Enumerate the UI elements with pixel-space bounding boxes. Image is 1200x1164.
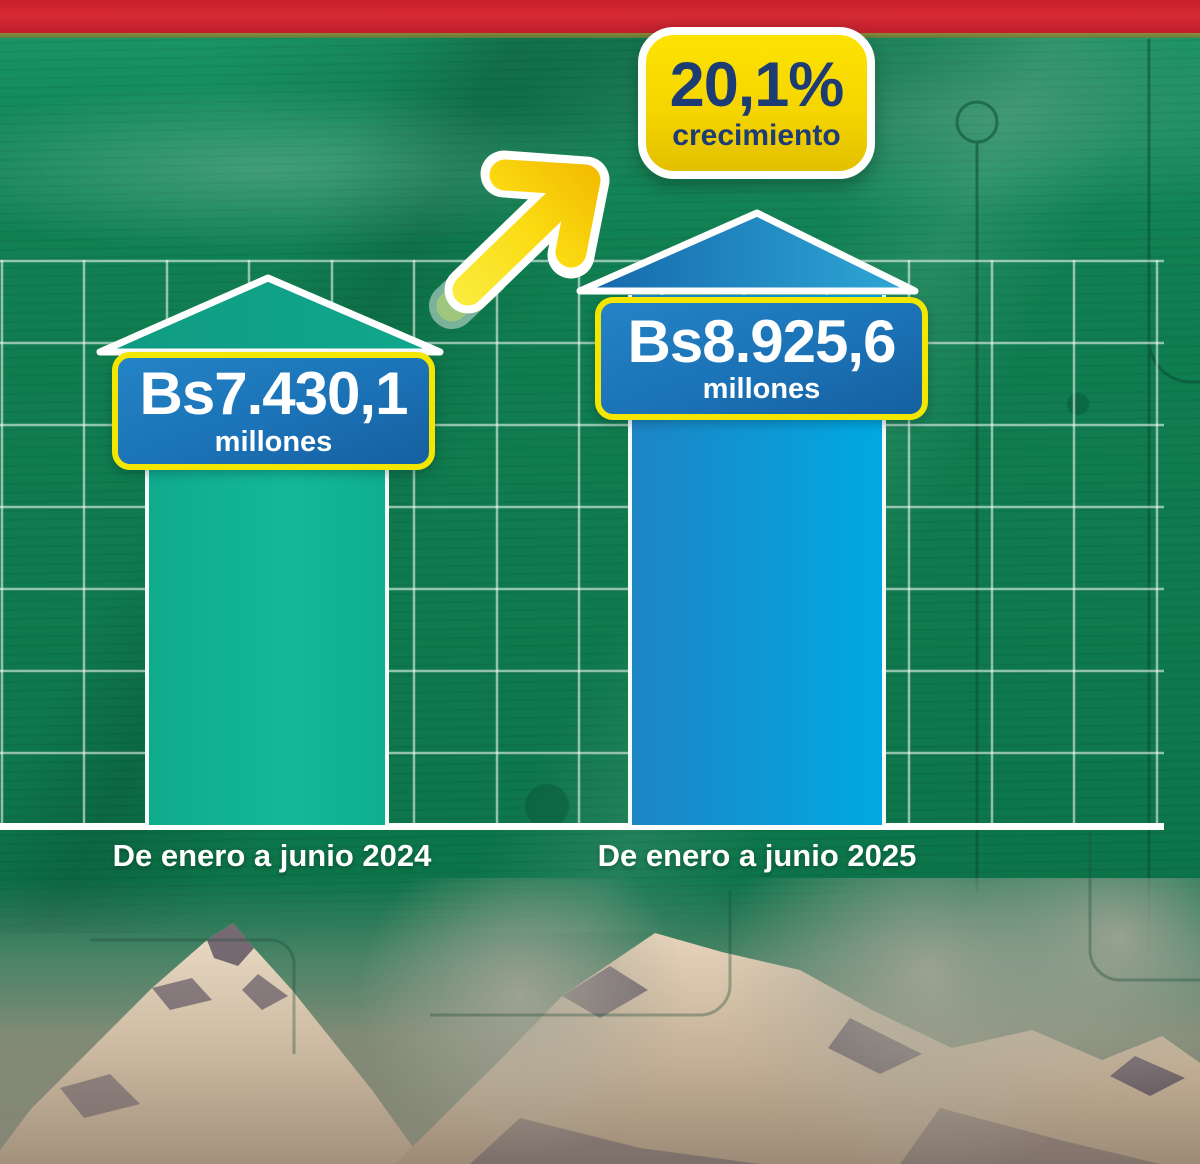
- category-label-2025: De enero a junio 2025: [597, 838, 917, 873]
- mountain-image: [0, 878, 1200, 1164]
- value-2025: Bs8.925,6: [627, 307, 897, 375]
- bar-2025-arrowhead-icon: [576, 209, 919, 295]
- flag-gold-line: [0, 33, 1200, 38]
- axis-baseline: [0, 823, 1164, 830]
- growth-badge: 20,1% crecimiento: [638, 27, 875, 179]
- value-2024: Bs7.430,1: [139, 360, 409, 428]
- category-label-2024: De enero a junio 2024: [112, 838, 432, 873]
- value-label-box-2025: Bs8.925,6 millones: [595, 297, 928, 420]
- value-label-box-2024: Bs7.430,1 millones: [112, 352, 435, 470]
- value-unit-2025: millones: [702, 373, 821, 406]
- growth-value: 20,1%: [669, 50, 845, 121]
- value-unit-2024: millones: [214, 425, 333, 458]
- flag-red-stripe: [0, 0, 1200, 33]
- growth-label: crecimiento: [672, 119, 841, 153]
